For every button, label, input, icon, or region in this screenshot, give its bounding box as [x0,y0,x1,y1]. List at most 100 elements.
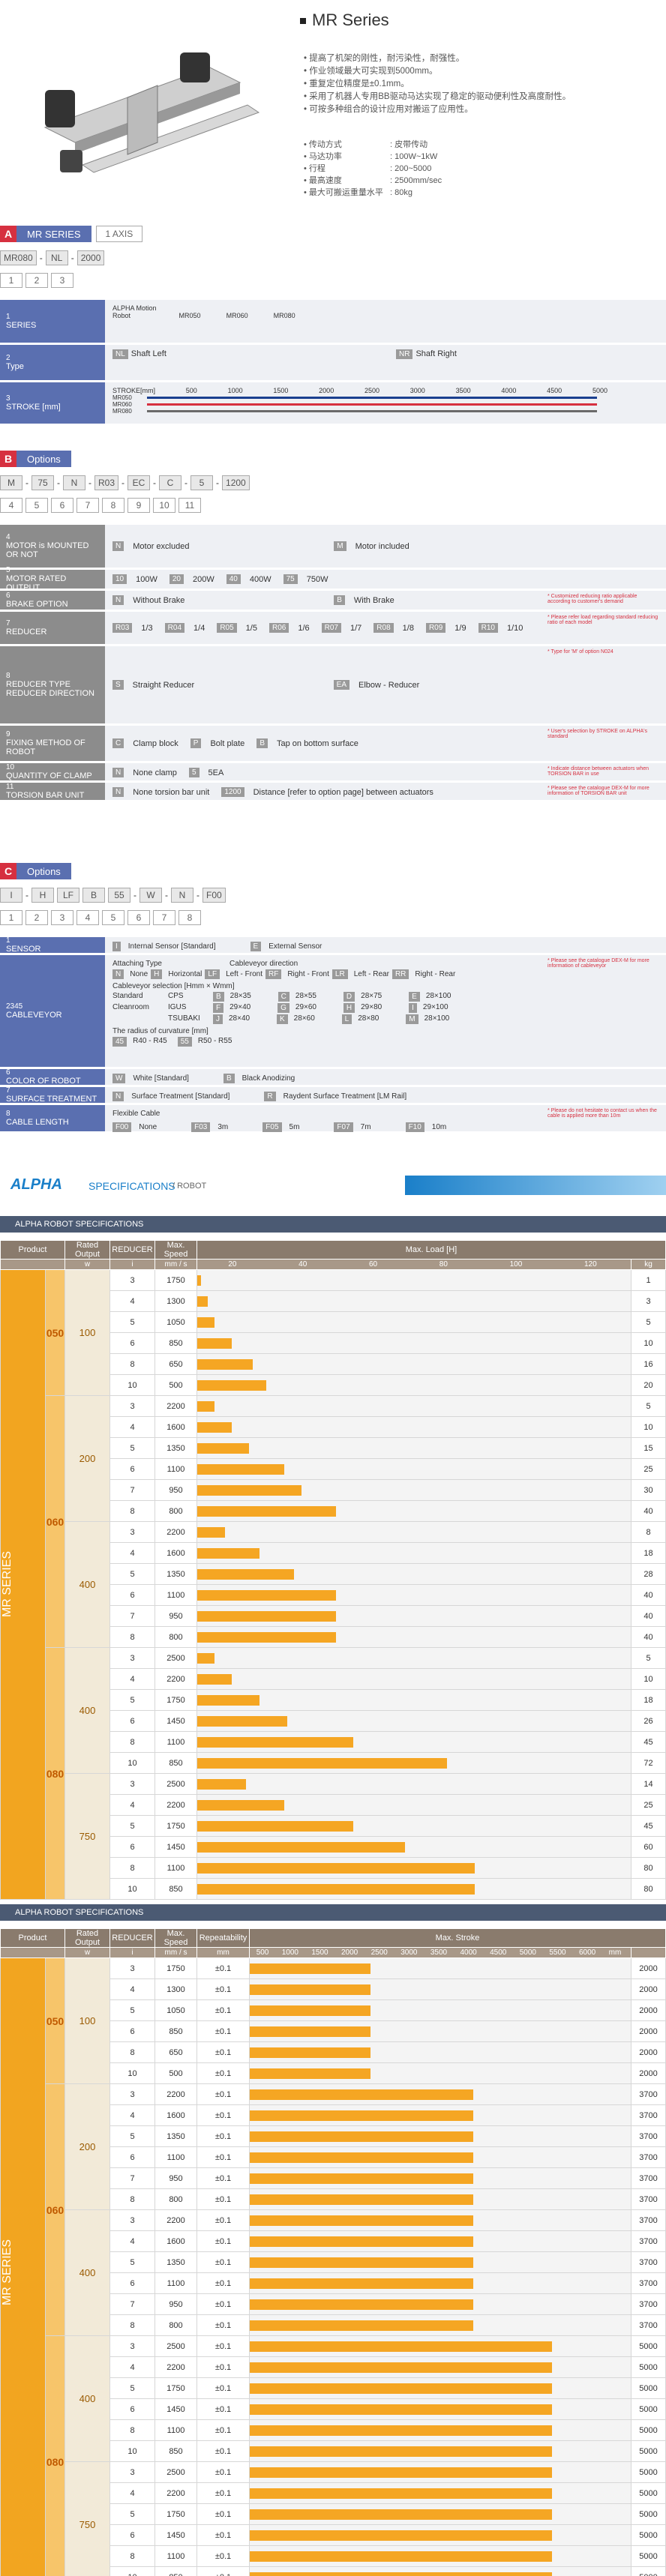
row-label: COLOR OF ROBOT [6,1077,81,1086]
reducer-cell: 3 [110,2335,155,2357]
section-a-header: A MR SERIES 1 AXIS [0,225,143,243]
rep-cell: ±0.1 [196,2146,250,2168]
value-cell: 2000 [631,1957,666,1979]
value-cell: 5000 [631,2566,666,2576]
th-reducer: REDUCER [110,1928,155,1948]
rep-cell: ±0.1 [196,2482,250,2504]
attach-label: Attaching Type [112,960,162,968]
output-cell: 100 [64,1269,110,1396]
value-bar [197,1758,447,1769]
speed-cell: 1350 [154,1437,197,1459]
sel-row: Standard CPS B 28×35 C 28×55 D 28×75 E 28×100 [112,992,658,1002]
sel-row: Cleanroom IGUS F 29×40 G 29×60 H 29×80 I 29×100 [112,1003,658,1013]
banner-sub: / ROBOT [172,1182,207,1191]
bar-cell [249,2188,632,2210]
option-chip: S [112,680,124,690]
code-separator: - [134,890,136,900]
table-row: 5 1750 ±0.1 5000 [1,2377,666,2399]
value-cell: 5000 [631,2398,666,2420]
stroke-bar [147,397,597,399]
bar-cell [196,1542,632,1564]
table-row: 6 850 10 [1,1332,666,1354]
value-cell: 3700 [631,2167,666,2189]
th-unit: i [110,1259,155,1270]
reducer-cell: 6 [110,1458,155,1480]
feature-item: 提高了机架的刚性，耐污染性，耐强性。 [304,52,571,65]
value-bar [250,1984,371,1995]
value-bar [250,2404,553,2415]
product-cell: 080 [45,2335,65,2576]
value-bar [197,1863,475,1874]
rep-cell: ±0.1 [196,1999,250,2021]
stroke-series: MR080 [112,408,132,415]
option-row: 4 MOTOR is MOUNTED OR NOT N Motor excluded M… [0,525,666,568]
rep-cell: ±0.1 [196,2377,250,2399]
code-box: LF [57,888,80,903]
reducer-cell: 3 [110,1647,155,1669]
option-chip: 45 [112,1037,128,1047]
value-cell: 3700 [631,2146,666,2168]
value-cell: 72 [631,1752,666,1774]
option-chip: W [112,1074,126,1083]
value-bar [197,1296,208,1307]
th-metric: Max. Stroke [249,1928,666,1948]
value-cell: 5000 [631,2524,666,2546]
rep-cell: ±0.1 [196,2419,250,2441]
code-box: 1 [0,910,22,925]
reducer-cell: 4 [110,1668,155,1690]
axis-tick: 500 [256,1948,269,1957]
option-text: 750W [306,574,328,584]
bar-cell [196,1773,632,1795]
bar-cell [196,1479,632,1501]
option-chip: D [343,992,356,1002]
hero: MR Series 提高了机架的刚性，耐污染性，耐强性。 作业领域最大可实现到5… [0,0,666,210]
output-cell: 200 [64,1395,110,1522]
rep-cell: ±0.1 [196,2503,250,2525]
code-separator: - [26,890,28,900]
row-number: 9 [6,730,10,738]
row-number: 5 [6,566,10,574]
reducer-cell: 8 [110,2314,155,2336]
axis-tick: 5500 [549,1948,566,1957]
code-box: 3 [51,910,74,925]
bar-cell [196,1878,632,1900]
option-text: Raydent Surface Treatment [LM Rail] [283,1092,407,1101]
reducer-cell: 3 [110,1773,155,1795]
section-letter: A [0,226,16,242]
code-box: EC [128,475,151,490]
value-cell: 2000 [631,2041,666,2063]
axis-ticks: 20 40 60 80 100 120 [196,1259,632,1270]
table-row: 5 1750 45 [1,1815,666,1837]
stroke-tick: 2500 [364,387,380,394]
reducer-cell: 7 [110,1605,155,1627]
output-cell: 400 [64,2209,110,2336]
table-row: 4 1600 ±0.1 3700 [1,2230,666,2252]
option-chip: 75 [283,574,298,584]
reducer-cell: 6 [110,2272,155,2294]
speed-cell: 850 [154,2566,197,2576]
speed-cell: 800 [154,1626,197,1648]
reducer-cell: 6 [110,2146,155,2168]
bar-cell [196,1332,632,1354]
option-row: 7 REDUCER R03 1/3 R04 1/4 R05 1/5 R06 1/6 R07 1/7 R0… [0,612,666,645]
reducer-cell: 8 [110,2545,155,2567]
option-chip: NL [112,349,128,359]
option-note: * Indicate distance between actuators wh… [548,766,650,777]
value-cell: 80 [631,1857,666,1879]
code-box: 7 [153,910,176,925]
page-title: MR Series [300,10,389,30]
option-chip: E [250,942,262,951]
bar-cell [249,1999,632,2021]
spec-list: 传动方式: 皮带传动 马达功率: 100W~1kW 行程: 200~5000 最… [304,139,442,199]
stroke-bar [147,403,597,406]
option-row: 6 BRAKE OPTION N Without Brake B With Brake * … [0,591,666,610]
value-cell: 40 [631,1500,666,1522]
th-metric: Max. Load [H] [196,1240,666,1260]
reducer-cell: 6 [110,2020,155,2042]
stroke-tick: 2000 [319,387,334,394]
value-bar [250,2467,553,2478]
code-box: 9 [128,498,150,513]
value-cell: 45 [631,1731,666,1753]
row-label: TORSION BAR UNIT [6,791,85,800]
row-label: Type [6,362,24,371]
